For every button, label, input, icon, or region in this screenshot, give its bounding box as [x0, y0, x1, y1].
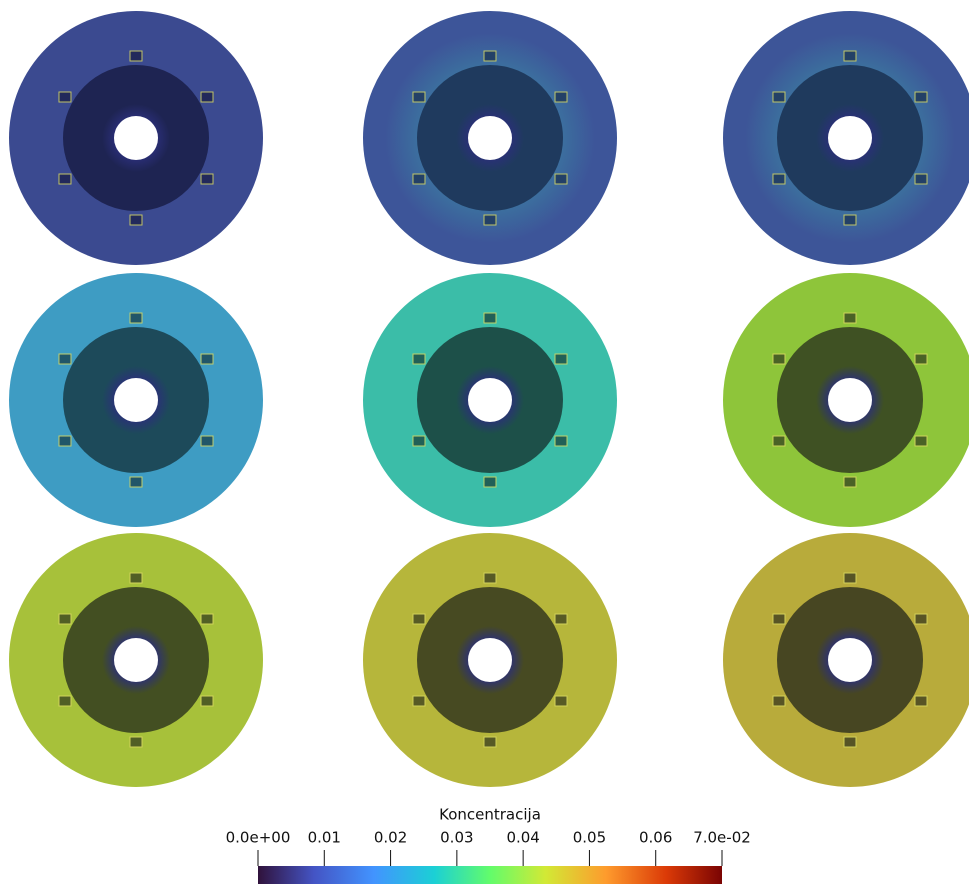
blade — [59, 354, 71, 364]
blade — [773, 92, 785, 102]
blade — [201, 696, 213, 706]
blade — [484, 51, 496, 61]
blade — [773, 174, 785, 184]
blade — [59, 436, 71, 446]
blade — [773, 354, 785, 364]
blade — [555, 354, 567, 364]
blade — [130, 573, 142, 583]
blade — [59, 614, 71, 624]
hole — [468, 116, 512, 160]
hole — [828, 378, 872, 422]
blade — [130, 215, 142, 225]
blade — [201, 436, 213, 446]
blade — [484, 215, 496, 225]
colorbar-tick-label: 0.02 — [374, 829, 407, 847]
blade — [915, 354, 927, 364]
blade — [413, 614, 425, 624]
blade — [130, 313, 142, 323]
blade — [59, 92, 71, 102]
blade — [844, 51, 856, 61]
blade — [484, 737, 496, 747]
blade — [915, 174, 927, 184]
colorbar-tick-label: 0.05 — [573, 829, 606, 847]
blade — [484, 477, 496, 487]
blade — [59, 696, 71, 706]
blade — [555, 92, 567, 102]
colorbar-tick-label: 0.03 — [440, 829, 473, 847]
blade — [413, 92, 425, 102]
blade — [915, 436, 927, 446]
colorbar-title: Koncentracija — [439, 806, 541, 824]
blade — [130, 477, 142, 487]
blade — [201, 174, 213, 184]
blade — [130, 51, 142, 61]
blade — [201, 92, 213, 102]
blade — [915, 614, 927, 624]
blade — [484, 573, 496, 583]
blade — [413, 436, 425, 446]
blade — [555, 174, 567, 184]
blade — [773, 696, 785, 706]
blade — [773, 436, 785, 446]
hole — [114, 638, 158, 682]
blade — [484, 313, 496, 323]
blade — [413, 354, 425, 364]
blade — [413, 174, 425, 184]
figure: Koncentracija 0.0e+00 0.01 0.02 0.03 0.04 0.0… — [0, 0, 969, 884]
colorbar-tick-label: 7.0e-02 — [693, 829, 751, 847]
blade — [844, 737, 856, 747]
blade — [773, 614, 785, 624]
hole — [114, 378, 158, 422]
colorbar — [258, 866, 722, 884]
blade — [59, 174, 71, 184]
blade — [844, 477, 856, 487]
blade — [413, 696, 425, 706]
blade — [201, 354, 213, 364]
blade — [201, 614, 213, 624]
hole — [828, 116, 872, 160]
blade — [915, 92, 927, 102]
colorbar-tick-label: 0.01 — [308, 829, 341, 847]
colorbar-tick-label: 0.04 — [506, 829, 539, 847]
disk-grid — [9, 11, 969, 787]
blade — [555, 614, 567, 624]
blade — [844, 573, 856, 583]
blade — [130, 737, 142, 747]
blade — [844, 313, 856, 323]
colorbar-tick-label: 0.06 — [639, 829, 672, 847]
blade — [555, 436, 567, 446]
colorbar-tick-label: 0.0e+00 — [226, 829, 291, 847]
blade — [915, 696, 927, 706]
hole — [828, 638, 872, 682]
hole — [468, 378, 512, 422]
blade — [555, 696, 567, 706]
hole — [468, 638, 512, 682]
blade — [844, 215, 856, 225]
hole — [114, 116, 158, 160]
